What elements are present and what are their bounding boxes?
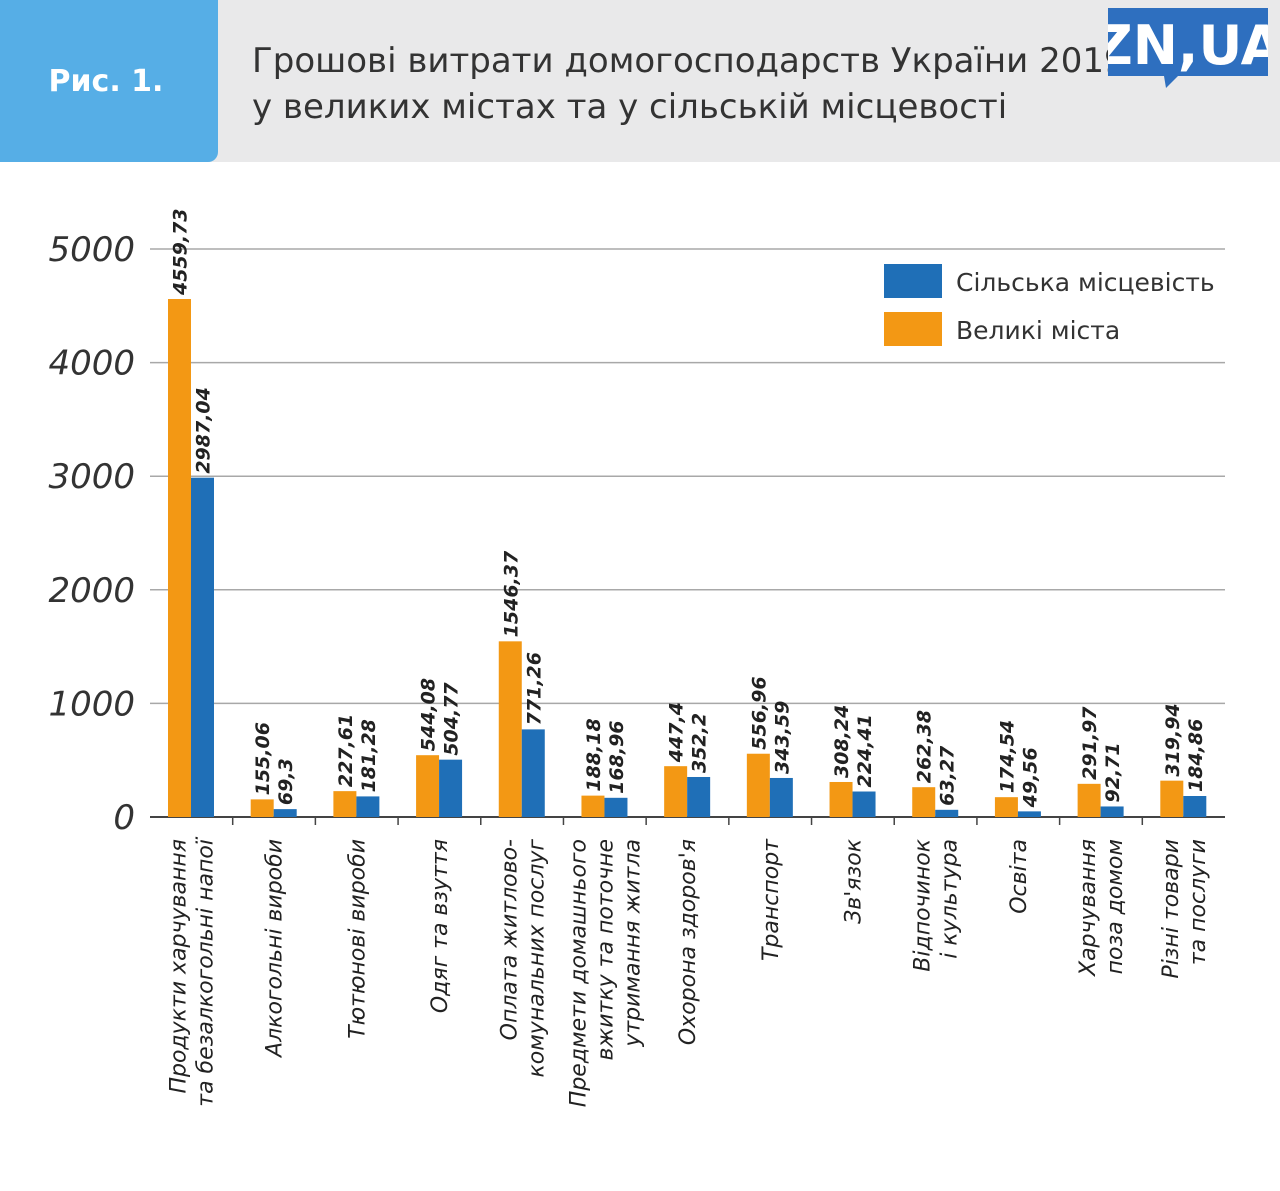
y-tick-label: 3000 (48, 457, 135, 497)
category-label: Освіта (1007, 839, 1032, 914)
bar-rural (439, 759, 463, 817)
data-label: 352,2 (689, 713, 711, 773)
data-label: 184,86 (1185, 719, 1207, 792)
bar-rural (1017, 811, 1041, 817)
data-label: 49,56 (1019, 747, 1041, 808)
data-label: 63,27 (937, 745, 959, 806)
data-label: 188,18 (583, 718, 605, 791)
data-label: 181,28 (358, 719, 380, 792)
category-label: Різні товари (1159, 839, 1184, 979)
bar-rural (356, 796, 380, 817)
bar-cities (1077, 783, 1101, 817)
category-label: поза домом (1103, 839, 1128, 974)
bar-rural (769, 777, 793, 817)
category-label: і культура (938, 839, 963, 959)
legend-label: Сільська місцевість (956, 268, 1215, 297)
bar-rural (687, 776, 711, 817)
bar-rural (935, 809, 959, 817)
bar-rural (1183, 795, 1207, 817)
bar-cities (250, 799, 274, 817)
bar-cities (664, 766, 688, 817)
figure-badge: Рис. 1. (0, 0, 218, 162)
category-label: та безалкогольні напої (194, 836, 219, 1107)
category-label: та послуги (1186, 839, 1211, 965)
bar-cities (829, 781, 853, 817)
category-label: Продукти харчування (167, 839, 192, 1094)
bar-rural (191, 477, 214, 817)
data-label: 319,94 (1162, 703, 1184, 776)
category-label: Одяг та взуття (428, 839, 453, 1013)
title-line-1: Грошові витрати домогосподарств України … (252, 41, 1126, 81)
category-label: Тютюнові вироби (345, 839, 370, 1039)
category-label: Відпочинок (911, 838, 936, 971)
y-tick-label: 4000 (48, 344, 135, 384)
legend-swatch (884, 264, 942, 298)
data-label: 556,96 (748, 676, 770, 749)
data-label: 224,41 (854, 714, 876, 787)
data-label: 155,06 (252, 722, 274, 795)
bar-cities (333, 791, 357, 817)
data-label: 227,61 (335, 714, 357, 787)
data-label: 343,59 (771, 701, 793, 774)
data-label: 262,38 (914, 710, 936, 783)
bar-rural (521, 729, 545, 817)
zn-ua-logo: ZN,UA (1108, 8, 1268, 88)
category-label: комунальних послуг (524, 839, 549, 1078)
legend-swatch (884, 312, 942, 346)
bar-rural (1100, 806, 1124, 817)
data-label: 308,24 (831, 705, 853, 778)
category-label: Алкогольні вироби (263, 839, 288, 1059)
bar-cities (1160, 780, 1184, 817)
data-label: 4559,73 (170, 208, 192, 296)
category-label: вжитку та поточне (593, 839, 618, 1061)
category-label: Зв'язок (842, 838, 867, 924)
data-label: 544,08 (418, 678, 440, 751)
bar-cities (912, 787, 936, 817)
data-label: 69,3 (275, 758, 297, 805)
category-label: Харчування (1076, 839, 1101, 977)
figure-label: Рис. 1. (48, 63, 164, 99)
data-label: 174,54 (996, 720, 1018, 793)
data-label: 771,26 (523, 652, 545, 725)
bar-rural (604, 797, 628, 817)
legend: Сільська місцевість Великі міста (884, 264, 1215, 346)
title-line-2: у великих містах та у сільській місцевос… (252, 87, 1008, 127)
bar-chart: 0 1000 2000 3000 4000 5000 4559,73 2987,04 Проду… (48, 208, 1225, 1107)
category-label: Предмети домашнього (566, 839, 591, 1107)
y-tick-label: 2000 (48, 571, 135, 611)
bar-rural (273, 809, 297, 817)
bar-cities (416, 755, 440, 817)
data-label: 168,96 (606, 720, 628, 793)
y-tick-label: 5000 (48, 230, 135, 270)
data-label: 291,97 (1079, 706, 1101, 780)
bar-cities (168, 299, 191, 818)
chart-title: Грошові витрати домогосподарств України … (252, 38, 1126, 130)
data-label: 447,4 (666, 702, 688, 763)
bar-cities (581, 795, 605, 817)
bar-cities (994, 797, 1018, 817)
bar-cities (746, 753, 770, 817)
data-label: 92,71 (1102, 742, 1124, 802)
legend-label: Великі міста (956, 316, 1120, 345)
category-label: Транспорт (759, 838, 784, 961)
data-label: 504,77 (441, 682, 463, 756)
bar-rural (852, 791, 876, 817)
category-label: Оплата житлово- (497, 839, 522, 1040)
y-tick-label: 0 (113, 798, 135, 838)
y-tick-label: 1000 (48, 684, 135, 724)
data-label: 1546,37 (500, 550, 522, 637)
data-label: 2987,04 (193, 387, 215, 474)
bar-cities (498, 641, 522, 817)
category-label: Охорона здоров'я (676, 839, 701, 1045)
category-label: утримання житла (620, 839, 645, 1048)
logo-text: ZN,UA (1108, 14, 1268, 77)
